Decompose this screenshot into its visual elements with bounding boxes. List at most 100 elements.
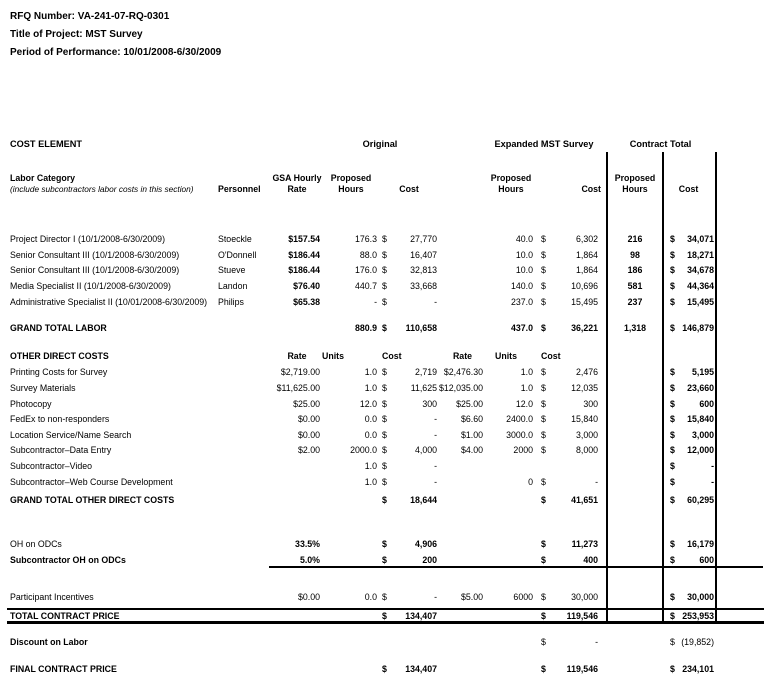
odc-label-cell: Subcontractor–Data Entry xyxy=(10,445,112,455)
currency-symbol: $ xyxy=(541,399,546,409)
subcontractor-oh-row: Subcontractor OH on ODCs 5.0% $ 200 $ 40… xyxy=(0,552,768,568)
currency-symbol: $ xyxy=(670,250,675,260)
orig-rate-cell: $0.00 xyxy=(297,414,320,424)
currency-symbol: $ xyxy=(382,414,387,424)
orig-hours-cell: 880.9 xyxy=(354,323,377,333)
final-contract-price-row: FINAL CONTRACT PRICE $ 134,407 $ 119,546… xyxy=(0,661,768,677)
currency-symbol: $ xyxy=(541,234,546,244)
currency-symbol: $ xyxy=(541,383,546,393)
expanded-cost-cell: - xyxy=(595,477,598,487)
total-price-top-rule xyxy=(7,608,764,610)
expanded-units-cell: 1.0 xyxy=(520,367,533,377)
expanded-cost-cell: 300 xyxy=(583,399,598,409)
currency-symbol: $ xyxy=(670,367,675,377)
orig-cost-cell: 16,407 xyxy=(410,250,437,260)
expanded-units-cell: 3000.0 xyxy=(506,430,533,440)
expanded-hours-line2: Hours xyxy=(498,184,524,194)
orig-cost-cell: 4,000 xyxy=(414,445,437,455)
currency-symbol: $ xyxy=(541,367,546,377)
expanded-rate-header: Rate xyxy=(452,351,473,361)
contract-total-group-header: Contract Total xyxy=(629,139,692,149)
expanded-hours-cell: 140.0 xyxy=(510,281,533,291)
contract-cost-cell: 15,495 xyxy=(687,297,714,307)
contract-cost-cell: (19,852) xyxy=(681,637,714,647)
subtotal-underline xyxy=(269,566,763,568)
contract-cost-cell: 44,364 xyxy=(687,281,714,291)
contract-cost-cell: 30,000 xyxy=(687,592,714,602)
gsa-rate-cell: $186.44 xyxy=(288,250,320,260)
currency-symbol: $ xyxy=(670,281,675,291)
contract-cost-cell: 16,179 xyxy=(687,539,714,549)
personnel-cell: Stueve xyxy=(218,265,246,275)
currency-symbol: $ xyxy=(670,461,675,471)
currency-symbol: $ xyxy=(670,399,675,409)
contract-total-mid-rule xyxy=(662,152,664,624)
cost-element-header: COST ELEMENT xyxy=(10,139,82,149)
currency-symbol: $ xyxy=(382,539,387,549)
currency-symbol: $ xyxy=(382,461,387,471)
orig-units-cell: 1.0 xyxy=(364,461,377,471)
labor-category-cell: Senior Consultant III (10/1/2008-6/30/20… xyxy=(10,265,180,275)
currency-symbol: $ xyxy=(382,399,387,409)
currency-symbol: $ xyxy=(382,445,387,455)
contract-hours-cell: 1,318 xyxy=(623,323,646,333)
total-contract-price-row: TOTAL CONTRACT PRICE $ 134,407 $ 119,546… xyxy=(0,610,768,621)
labor-row: Media Specialist II (10/1/2008-6/30/2009… xyxy=(0,278,768,294)
expanded-hours-cell: 40.0 xyxy=(515,234,533,244)
orig-cost-cell: 200 xyxy=(422,555,437,565)
expanded-units-cell: 2000 xyxy=(513,445,533,455)
orig-rate-header: Rate xyxy=(287,351,307,361)
contract-cost-cell: 600 xyxy=(699,399,714,409)
orig-rate-cell: $2,719.00 xyxy=(280,367,320,377)
row-label: Participant Incentives xyxy=(10,592,94,602)
expanded-group-header: Expanded MST Survey xyxy=(494,139,594,149)
expanded-units-cell: 2400.0 xyxy=(506,414,533,424)
expanded-cost-cell: 8,000 xyxy=(575,445,598,455)
contract-total-right-rule xyxy=(715,152,717,624)
orig-units-cell: 0.0 xyxy=(364,592,377,602)
odc-label-cell: Subcontractor–Web Course Development xyxy=(10,477,173,487)
contract-cost-cell: 34,071 xyxy=(687,234,714,244)
expanded-cost-cell: 119,546 xyxy=(566,610,598,621)
expanded-cost-cell: 3,000 xyxy=(575,430,598,440)
orig-hours-cell: 440.7 xyxy=(354,281,377,291)
expanded-hours-cell: 10.0 xyxy=(515,250,533,260)
labor-row: Senior Consultant III (10/1/2008-6/30/20… xyxy=(0,262,768,278)
orig-cost-cell: 4,906 xyxy=(414,539,437,549)
oh-rate-cell: 5.0% xyxy=(299,555,320,565)
orig-cost-cell: 18,644 xyxy=(410,495,437,505)
expanded-rate-cell: $4.00 xyxy=(460,445,483,455)
original-group-header: Original xyxy=(362,139,398,149)
expanded-cost-cell: - xyxy=(595,637,598,647)
currency-symbol: $ xyxy=(670,445,675,455)
expanded-rate-cell: $6.60 xyxy=(460,414,483,424)
expanded-cost-cell: 10,696 xyxy=(571,281,598,291)
odc-row: Subcontractor–Web Course Development 1.0… xyxy=(0,474,768,490)
orig-cost-cell: - xyxy=(434,461,437,471)
currency-symbol: $ xyxy=(541,297,546,307)
personnel-cell: Stoeckle xyxy=(218,234,252,244)
gsa-rate-header: GSA Hourly Rate xyxy=(272,173,322,195)
personnel-cell: Philips xyxy=(218,297,244,307)
contract-cost-cell: 60,295 xyxy=(687,495,714,505)
odc-label-cell: FedEx to non-responders xyxy=(10,414,110,424)
expanded-rate-cell: $1.00 xyxy=(460,430,483,440)
currency-symbol: $ xyxy=(670,664,675,674)
gsa-rate-cell: $65.38 xyxy=(293,297,320,307)
labor-category-cell: Senior Consultant III (10/1/2008-6/30/20… xyxy=(10,250,180,260)
expanded-cost-cell: 36,221 xyxy=(571,323,598,333)
currency-symbol: $ xyxy=(382,555,387,565)
orig-cost-cell: 32,813 xyxy=(410,265,437,275)
gsa-rate-line1: GSA Hourly xyxy=(272,173,322,183)
currency-symbol: $ xyxy=(382,297,387,307)
currency-symbol: $ xyxy=(541,445,546,455)
contract-cost-cell: 34,678 xyxy=(687,265,714,275)
expanded-units-cell: 6000 xyxy=(513,592,533,602)
contract-cost-cell: 146,879 xyxy=(682,323,714,333)
contract-cost-cell: 18,271 xyxy=(687,250,714,260)
rfq-number-line: RFQ Number: VA-241-07-RQ-0301 xyxy=(10,11,170,22)
contract-hours-header: Proposed Hours xyxy=(607,173,663,195)
currency-symbol: $ xyxy=(382,383,387,393)
contract-cost-cell: 12,000 xyxy=(687,445,714,455)
odc-label-cell: Survey Materials xyxy=(10,383,76,393)
